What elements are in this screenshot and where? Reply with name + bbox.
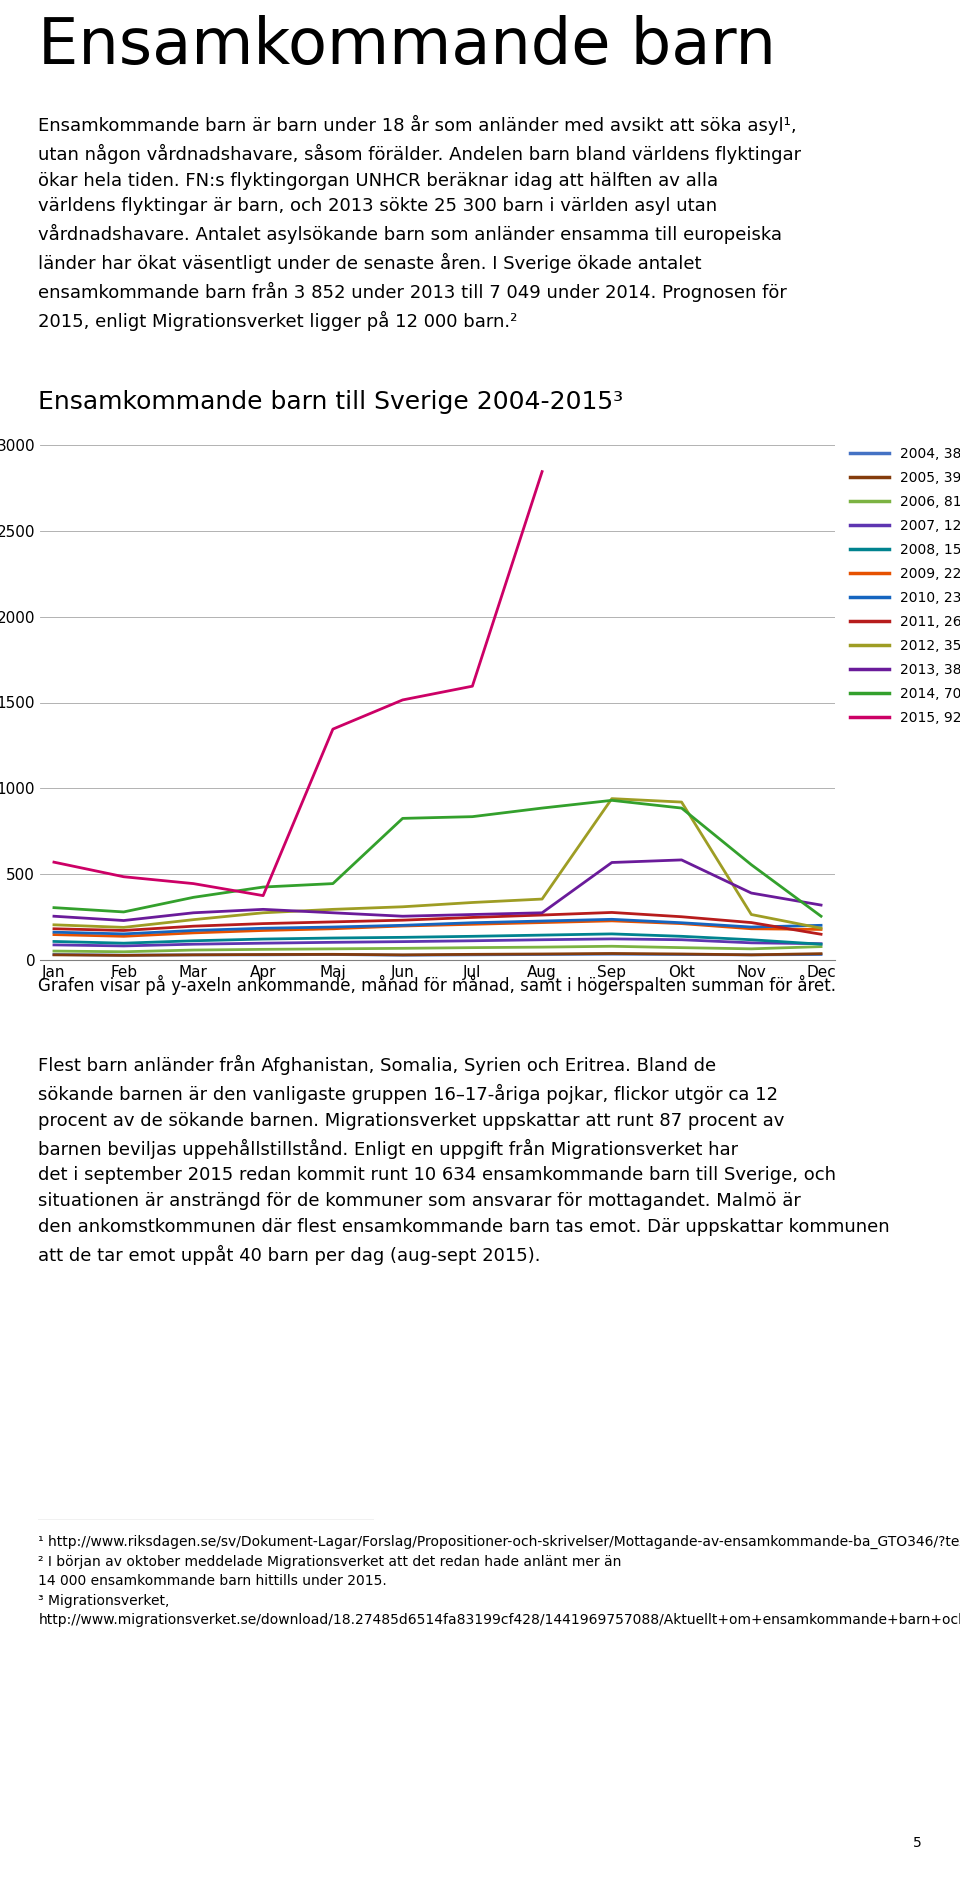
Legend: 2004, 388 barn, 2005, 398 barn, 2006, 816 barn, 2007, 1264 barn, 2008, 1510 barn: 2004, 388 barn, 2005, 398 barn, 2006, 81… (850, 447, 960, 724)
Text: Ensamkommande barn är barn under 18 år som anländer med avsikt att söka asyl¹,
u: Ensamkommande barn är barn under 18 år s… (38, 116, 802, 332)
Text: Grafen visar på y-axeln ankommande, månad för månad, samt i högerspalten summan : Grafen visar på y-axeln ankommande, måna… (38, 976, 836, 995)
Text: Flest barn anländer från Afghanistan, Somalia, Syrien och Eritrea. Bland de
söka: Flest barn anländer från Afghanistan, So… (38, 1056, 890, 1264)
Text: Ensamkommande barn: Ensamkommande barn (38, 15, 777, 78)
Text: 5: 5 (913, 1836, 922, 1850)
Text: Ensamkommande barn till Sverige 2004-2015³: Ensamkommande barn till Sverige 2004-201… (38, 390, 624, 413)
Text: ¹ http://www.riksdagen.se/sv/Dokument-Lagar/Forslag/Propositioner-och-skrivelser: ¹ http://www.riksdagen.se/sv/Dokument-La… (38, 1535, 960, 1628)
